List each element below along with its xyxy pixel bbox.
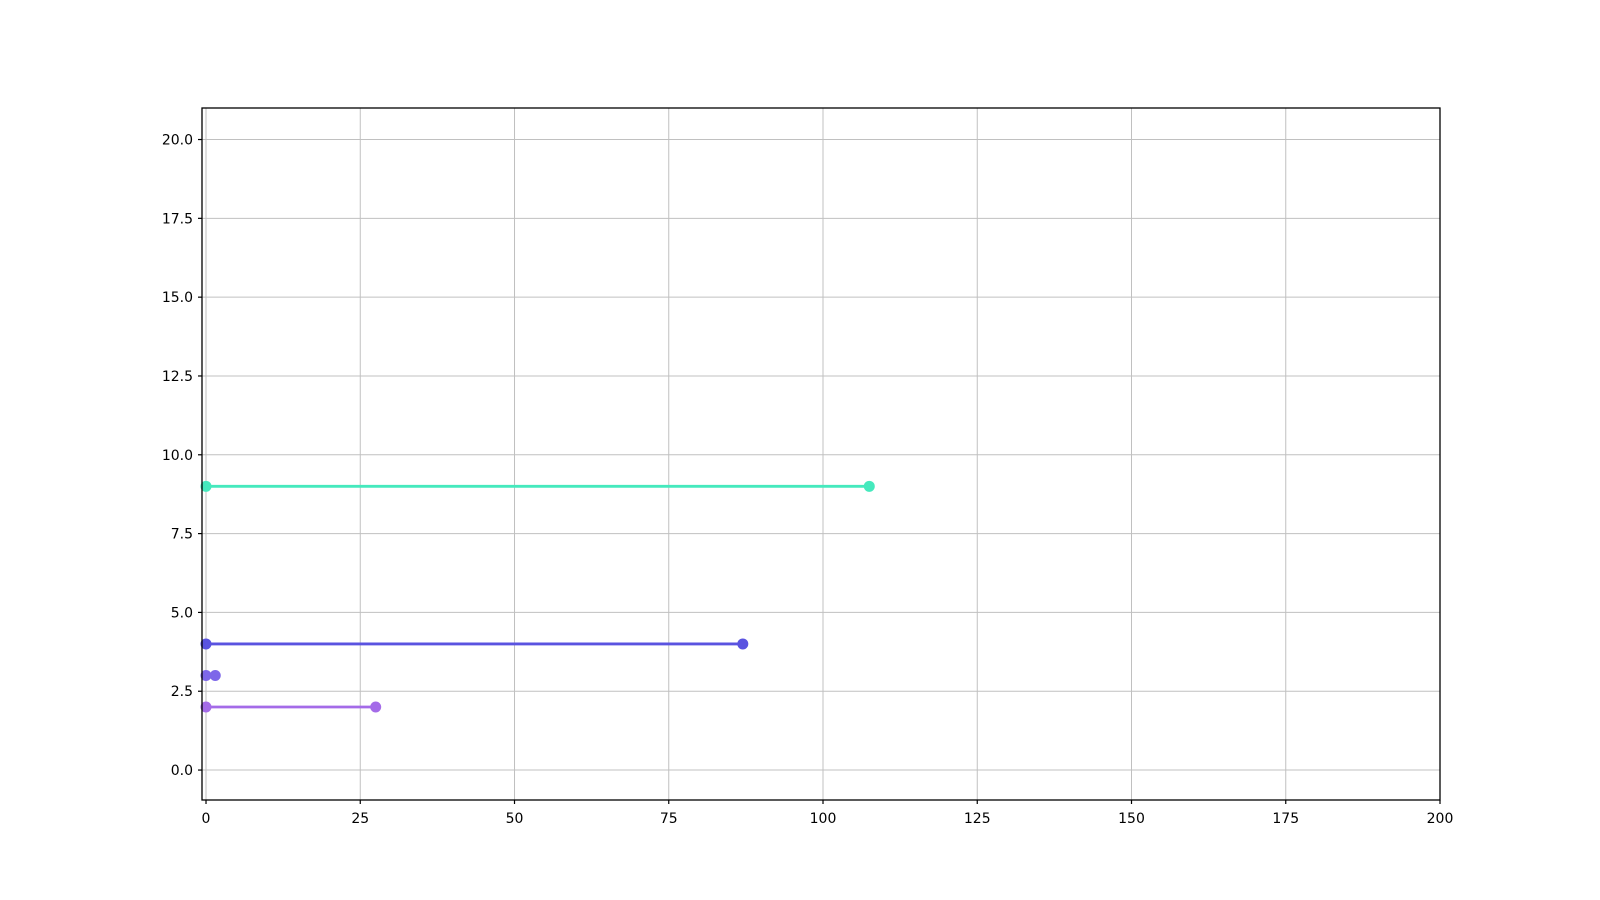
segment-2-marker-1 bbox=[737, 638, 749, 650]
x-tick-label-100: 100 bbox=[810, 811, 837, 827]
y-tick-label-12.5: 12.5 bbox=[162, 369, 193, 385]
x-tick-label-0: 0 bbox=[202, 811, 211, 827]
segment-1-marker-1 bbox=[863, 480, 875, 492]
y-tick-label-15.0: 15.0 bbox=[162, 290, 193, 306]
segment-4-marker-0 bbox=[200, 701, 212, 713]
x-tick-label-125: 125 bbox=[964, 811, 991, 827]
x-tick-label-175: 175 bbox=[1272, 811, 1299, 827]
x-tick-label-25: 25 bbox=[351, 811, 369, 827]
y-tick-label-20.0: 20.0 bbox=[162, 133, 193, 149]
y-tick-label-17.5: 17.5 bbox=[162, 211, 193, 227]
x-tick-label-150: 150 bbox=[1118, 811, 1145, 827]
y-tick-label-7.5: 7.5 bbox=[171, 527, 193, 543]
segment-4-marker-1 bbox=[370, 701, 382, 713]
axes-spines bbox=[201, 107, 1441, 801]
y-tick-label-10.0: 10.0 bbox=[162, 448, 193, 464]
x-tick-label-75: 75 bbox=[660, 811, 678, 827]
y-tick-label-5.0: 5.0 bbox=[171, 605, 193, 621]
segment-1-marker-0 bbox=[200, 480, 212, 492]
y-tick-label-0.0: 0.0 bbox=[171, 763, 193, 779]
segment-3-marker-0 bbox=[200, 669, 212, 681]
segment-3-marker-1 bbox=[209, 669, 221, 681]
x-tick-label-50: 50 bbox=[506, 811, 524, 827]
y-tick-label-2.5: 2.5 bbox=[171, 684, 193, 700]
plot-area bbox=[202, 108, 1440, 800]
segment-2-marker-0 bbox=[200, 638, 212, 650]
x-tick-label-200: 200 bbox=[1427, 811, 1454, 827]
